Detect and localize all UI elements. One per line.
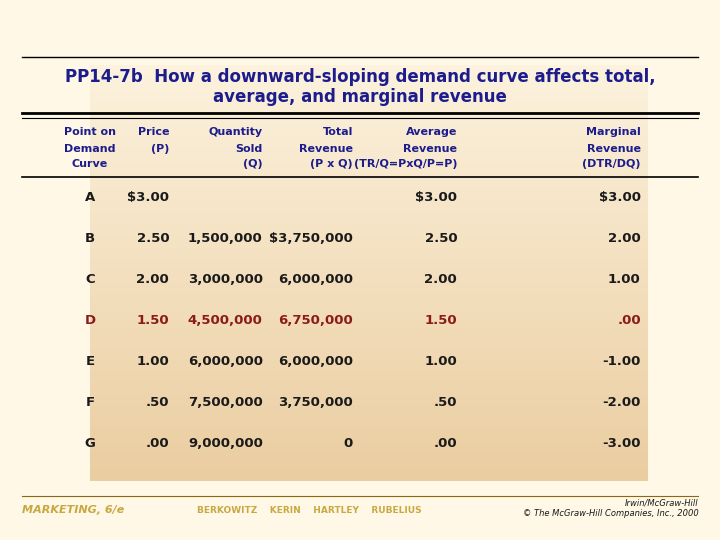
Text: 4,500,000: 4,500,000 xyxy=(188,314,263,327)
Text: 2.50: 2.50 xyxy=(425,232,457,245)
Text: 1.00: 1.00 xyxy=(608,273,641,286)
Text: $3,750,000: $3,750,000 xyxy=(269,232,353,245)
Text: C: C xyxy=(85,273,95,286)
Text: 1.00: 1.00 xyxy=(425,355,457,368)
Text: Revenue: Revenue xyxy=(587,144,641,153)
Text: Revenue: Revenue xyxy=(403,144,457,153)
Text: Total: Total xyxy=(323,127,353,137)
Text: PP14-7b  How a downward-sloping demand curve affects total,: PP14-7b How a downward-sloping demand cu… xyxy=(65,68,655,86)
Text: (TR/Q=PxQ/P=P): (TR/Q=PxQ/P=P) xyxy=(354,159,457,169)
Text: 3,000,000: 3,000,000 xyxy=(188,273,263,286)
Text: Irwin/McGraw-Hill: Irwin/McGraw-Hill xyxy=(625,499,698,508)
Text: (P): (P) xyxy=(150,144,169,153)
Text: B: B xyxy=(85,232,95,245)
Text: (P x Q): (P x Q) xyxy=(310,159,353,169)
Text: Marginal: Marginal xyxy=(586,127,641,137)
Text: -2.00: -2.00 xyxy=(603,396,641,409)
Text: 1.50: 1.50 xyxy=(425,314,457,327)
Text: E: E xyxy=(86,355,94,368)
Text: .00: .00 xyxy=(433,437,457,450)
Text: G: G xyxy=(84,437,96,450)
Text: 7,500,000: 7,500,000 xyxy=(188,396,263,409)
Text: A: A xyxy=(85,191,95,204)
Text: 9,000,000: 9,000,000 xyxy=(188,437,263,450)
Text: Demand: Demand xyxy=(64,144,116,153)
Text: Sold: Sold xyxy=(235,144,263,153)
Text: (DTR/DQ): (DTR/DQ) xyxy=(582,159,641,169)
Text: .50: .50 xyxy=(145,396,169,409)
Text: Revenue: Revenue xyxy=(299,144,353,153)
Text: 2.00: 2.00 xyxy=(425,273,457,286)
Text: 6,000,000: 6,000,000 xyxy=(278,273,353,286)
Text: 2.00: 2.00 xyxy=(137,273,169,286)
Text: 2.00: 2.00 xyxy=(608,232,641,245)
Text: $3.00: $3.00 xyxy=(415,191,457,204)
Text: Curve: Curve xyxy=(72,159,108,169)
Text: 1.00: 1.00 xyxy=(137,355,169,368)
Text: 1,500,000: 1,500,000 xyxy=(188,232,263,245)
Text: 6,750,000: 6,750,000 xyxy=(278,314,353,327)
Text: BERKOWITZ    KERIN    HARTLEY    RUBELIUS: BERKOWITZ KERIN HARTLEY RUBELIUS xyxy=(197,506,422,515)
Text: © The McGraw-Hill Companies, Inc., 2000: © The McGraw-Hill Companies, Inc., 2000 xyxy=(523,509,698,517)
Text: 1.50: 1.50 xyxy=(137,314,169,327)
Text: Quantity: Quantity xyxy=(209,127,263,137)
Text: MARKETING, 6/e: MARKETING, 6/e xyxy=(22,505,124,515)
Text: -3.00: -3.00 xyxy=(603,437,641,450)
Text: $3.00: $3.00 xyxy=(599,191,641,204)
Text: Average: Average xyxy=(406,127,457,137)
Text: .50: .50 xyxy=(433,396,457,409)
Text: $3.00: $3.00 xyxy=(127,191,169,204)
Text: -1.00: -1.00 xyxy=(603,355,641,368)
Text: (Q): (Q) xyxy=(243,159,263,169)
Text: 2.50: 2.50 xyxy=(137,232,169,245)
Text: 6,000,000: 6,000,000 xyxy=(278,355,353,368)
Text: 6,000,000: 6,000,000 xyxy=(188,355,263,368)
Text: F: F xyxy=(86,396,94,409)
Text: 3,750,000: 3,750,000 xyxy=(278,396,353,409)
Text: .00: .00 xyxy=(617,314,641,327)
Text: .00: .00 xyxy=(145,437,169,450)
Text: Price: Price xyxy=(138,127,169,137)
Text: 0: 0 xyxy=(343,437,353,450)
Text: Point on: Point on xyxy=(64,127,116,137)
Text: average, and marginal revenue: average, and marginal revenue xyxy=(213,88,507,106)
Text: D: D xyxy=(84,314,96,327)
